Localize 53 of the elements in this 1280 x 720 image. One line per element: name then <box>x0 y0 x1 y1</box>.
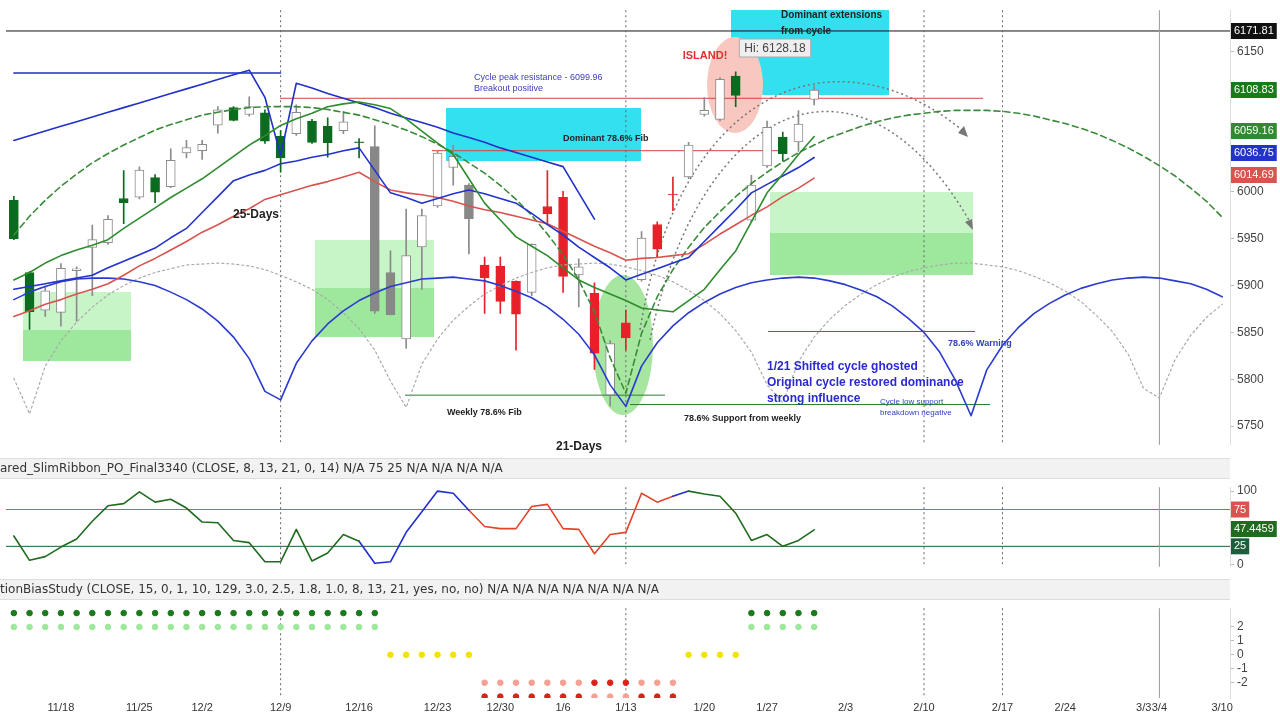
x-tick-label: 1/20 <box>693 700 716 713</box>
x-tick-label: 12/23 <box>423 700 452 713</box>
x-tick-label: 2/24 <box>1054 700 1076 713</box>
x-tick-label: 3/3 <box>1136 700 1152 713</box>
x-tick-label: 12/9 <box>269 700 292 713</box>
annotation: strong influence <box>767 391 861 405</box>
text: 6014.69 <box>1234 168 1274 181</box>
x-tick-label: 11/18 <box>47 700 75 713</box>
x-tick-label: 12/16 <box>345 700 373 713</box>
ref-line-label: 75 <box>1234 502 1247 515</box>
x-tick-label: 1/13 <box>615 700 637 713</box>
annotation: breakdown negative <box>880 408 953 417</box>
annotation: 1/21 Shifted cycle ghosted <box>767 359 918 373</box>
y-tick-label: 1 <box>1237 633 1244 648</box>
ref-line-label: Cycle peak resistance - 6099.96 Breakout positive <box>474 72 603 93</box>
y-tick-label: -2 <box>1237 675 1248 689</box>
text: 6059.16 <box>1234 124 1274 137</box>
annotation: Dominant extensions <box>781 9 883 20</box>
y-tick-label: 0 <box>1237 647 1244 662</box>
x-tick-label: 1/27 <box>756 700 778 713</box>
text: 47.4459 <box>1234 522 1274 535</box>
x-tick-label: 11/25 <box>126 700 153 713</box>
y-tick-label: 5950 <box>1237 231 1265 246</box>
y-tick-label: 5750 <box>1237 418 1265 433</box>
y-tick-label: 6150 <box>1237 43 1265 58</box>
annotation: Cycle low support <box>880 397 944 406</box>
y-tick-label: -1 <box>1237 661 1248 676</box>
x-tick-label: 3/4 <box>1151 700 1168 713</box>
ref-line-label: 78.6% Support from weekly <box>684 413 802 423</box>
x-tick-label: 2/17 <box>991 700 1014 713</box>
annotation: Hi: 6128.18 <box>744 41 807 55</box>
y-tick-label: 5900 <box>1237 277 1265 292</box>
y-tick-label: 2 <box>1237 619 1244 634</box>
ref-line-label: Weekly 78.6% Fib <box>447 407 523 417</box>
y-tick-label: 0 <box>1237 557 1244 572</box>
chart-title: ared_SlimRibbon_PO_Final3340 (CLOSE, 8, 13, 21, 0, 14) N/A 75 25 N/A N/A N/A N/A <box>0 458 1230 479</box>
y-tick-label: 5800 <box>1237 371 1265 386</box>
ref-line-label: 25 <box>1234 539 1247 552</box>
x-tick-label: 1/6 <box>555 700 571 713</box>
y-tick-label: 6000 <box>1237 184 1265 199</box>
text: 6108.83 <box>1234 83 1274 95</box>
x-tick-label: 12/30 <box>486 700 515 713</box>
y-tick-label: 5850 <box>1237 324 1265 339</box>
ref-line-label: 6171.81 <box>1234 24 1274 37</box>
x-tick-label: 3/10 <box>1211 700 1233 713</box>
x-tick-label: 2/3 <box>837 700 854 713</box>
x-tick-label: 2/10 <box>913 700 935 713</box>
chart-title: tionBiasStudy (CLOSE, 15, 0, 1, 10, 129, 3.0, 2.5, 1.8, 1.0, 8, 13, 21, yes, no, no) N/A N/A N/A N/A N/A N/A N/A <box>0 579 1230 600</box>
text: 6036.75 <box>1234 146 1274 159</box>
x-tick-label: 12/2 <box>191 700 213 713</box>
annotation: ISLAND! <box>682 49 728 61</box>
annotation: 21-Days <box>555 439 603 453</box>
y-tick-label: 100 <box>1237 483 1258 498</box>
